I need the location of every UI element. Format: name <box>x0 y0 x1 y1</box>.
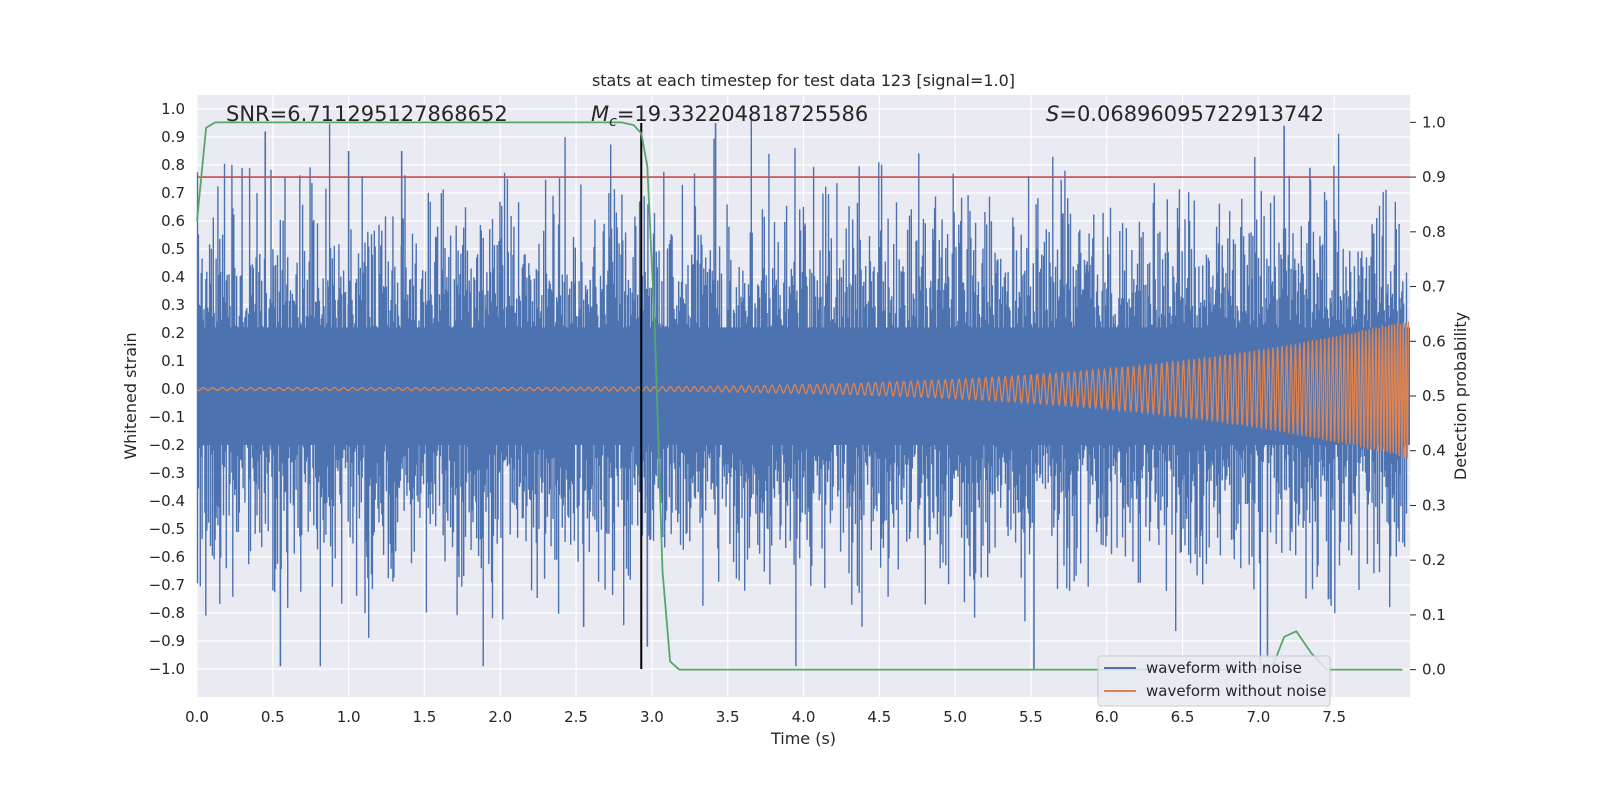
y-tick-label: 0.7 <box>161 184 185 202</box>
y-tick-label: −0.9 <box>149 632 185 650</box>
y-tick-label: 0.0 <box>161 380 185 398</box>
chart-title: stats at each timestep for test data 123… <box>592 71 1015 90</box>
y2-tick-label: 0.7 <box>1422 278 1446 296</box>
annotation-snr: SNR=6.711295127868652 <box>226 102 508 126</box>
x-tick-label: 4.5 <box>867 708 891 726</box>
y-tick-label: −0.7 <box>149 576 185 594</box>
y2-axis-label: Detection probability <box>1451 312 1470 480</box>
s-symbol: S <box>1046 102 1059 126</box>
y2-tick-label: 0.8 <box>1422 223 1446 241</box>
chirp-mass-subscript: c <box>609 114 617 130</box>
y2-tick-label: 0.5 <box>1422 387 1446 405</box>
y-tick-label: −0.4 <box>149 492 185 510</box>
x-tick-label: 1.0 <box>337 708 361 726</box>
y-tick-label: −0.3 <box>149 464 185 482</box>
x-tick-label: 3.0 <box>640 708 664 726</box>
annotation-s: S=0.06896095722913742 <box>1046 102 1324 126</box>
x-tick-label: 2.5 <box>564 708 588 726</box>
y2-tick-label: 0.3 <box>1422 496 1446 514</box>
x-tick-label: 1.5 <box>413 708 437 726</box>
y2-tick-label: 0.9 <box>1422 168 1446 186</box>
y-axis-label: Whitened strain <box>121 332 140 459</box>
y-tick-label: 0.6 <box>161 212 185 230</box>
y-tick-label: 0.9 <box>161 128 185 146</box>
legend-entry-noise: waveform with noise <box>1146 659 1302 677</box>
x-tick-label: 5.5 <box>1019 708 1043 726</box>
y-tick-label: −0.1 <box>149 408 185 426</box>
y-axis-ticks: 1.0 0.9 0.8 0.7 0.6 0.5 0.4 0.3 0.2 0.1 0.0 −0.1 −0.… <box>149 100 185 678</box>
y-tick-label: −1.0 <box>149 660 185 678</box>
y2-tick-label: 0.1 <box>1422 606 1446 624</box>
y2-tick-label: 0.0 <box>1422 661 1446 679</box>
legend-box <box>1097 655 1331 707</box>
series-detection-probability <box>196 121 1403 671</box>
series-waveform-without-noise <box>196 321 1410 459</box>
y2-tick-label: 1.0 <box>1422 113 1446 131</box>
y-tick-label: 0.8 <box>161 156 185 174</box>
x-tick-label: 7.5 <box>1322 708 1346 726</box>
legend-entry-signal: waveform without noise <box>1146 682 1326 700</box>
y-tick-label: −0.5 <box>149 520 185 538</box>
x-tick-label: 4.0 <box>792 708 816 726</box>
y2-tick-label: 0.4 <box>1422 442 1446 460</box>
x-tick-label: 3.5 <box>716 708 740 726</box>
x-tick-label: 0.0 <box>185 708 209 726</box>
y2-tick-label: 0.6 <box>1422 332 1446 350</box>
x-tick-label: 6.5 <box>1171 708 1195 726</box>
chirp-mass-symbol: M <box>591 102 609 126</box>
x-tick-label: 0.5 <box>261 708 285 726</box>
chirp-mass-value: =19.332204818725586 <box>617 102 868 126</box>
y-tick-label: 0.2 <box>161 324 185 342</box>
x-tick-label: 6.0 <box>1095 708 1119 726</box>
x-tick-label: 7.0 <box>1246 708 1270 726</box>
x-axis-ticks: 0.0 0.5 1.0 1.5 2.0 2.5 3.0 3.5 4.0 4.5 5.0 5.5 6.0 6… <box>185 708 1346 726</box>
y-tick-label: −0.6 <box>149 548 185 566</box>
x-axis-label: Time (s) <box>770 729 836 748</box>
annotation-chirp-mass: Mc=19.332204818725586 <box>591 102 868 130</box>
y-tick-label: 0.3 <box>161 296 185 314</box>
x-tick-label: 5.0 <box>943 708 967 726</box>
y-tick-label: 0.1 <box>161 352 185 370</box>
y-tick-label: 1.0 <box>161 100 185 118</box>
s-value: =0.06896095722913742 <box>1059 102 1324 126</box>
legend: waveform with noise waveform without noi… <box>1097 655 1331 707</box>
y-tick-label: 0.5 <box>161 240 185 258</box>
y-tick-label: −0.2 <box>149 436 185 454</box>
x-tick-label: 2.0 <box>488 708 512 726</box>
y2-axis-ticks: 1.0 0.9 0.8 0.7 0.6 0.5 0.4 0.3 0.2 0.1 0.0 <box>1410 113 1446 679</box>
y-tick-label: 0.4 <box>161 268 185 286</box>
y-tick-label: −0.8 <box>149 604 185 622</box>
y2-tick-label: 0.2 <box>1422 551 1446 569</box>
